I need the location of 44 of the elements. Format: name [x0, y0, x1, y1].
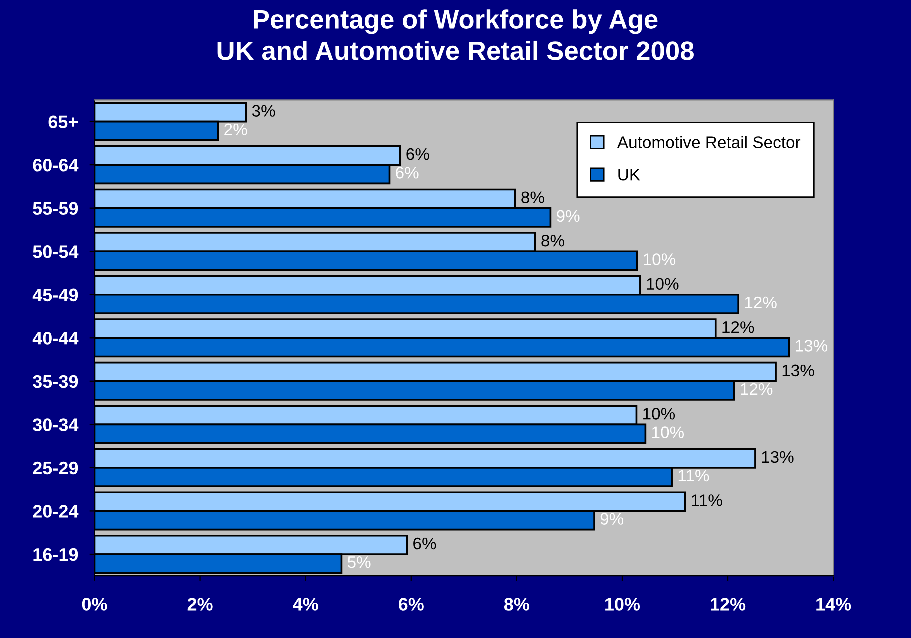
- y-tick-label: 25-29: [33, 462, 78, 475]
- y-tick-label: 30-34: [33, 418, 79, 432]
- data-label: 12%: [745, 296, 777, 309]
- x-tick-label: 2%: [188, 598, 213, 611]
- data-label: 6%: [414, 538, 436, 550]
- data-label: 11%: [692, 494, 722, 506]
- legend-label: Automotive Retail Sector: [617, 136, 801, 148]
- data-label: 8%: [522, 192, 544, 204]
- data-label: 13%: [782, 364, 814, 377]
- y-tick-label: 65+: [48, 116, 78, 129]
- y-tick-label: 40-44: [32, 332, 79, 345]
- y-tick-label: 55-59: [33, 202, 78, 216]
- y-tick-label: 20-24: [33, 505, 79, 518]
- legend-label: UK: [618, 169, 640, 181]
- y-tick-label: 60-64: [33, 159, 79, 172]
- y-tick-label: 45-49: [32, 288, 78, 302]
- x-tick-label: 8%: [504, 598, 530, 611]
- data-label: 9%: [557, 210, 580, 222]
- data-label: 6%: [396, 167, 419, 179]
- data-label: 6%: [406, 148, 430, 160]
- y-tick-label: 35-39: [33, 375, 78, 388]
- x-tick-label: 10%: [606, 598, 640, 611]
- data-label: 2%: [224, 124, 248, 136]
- data-label: 13%: [796, 340, 828, 352]
- x-tick-label: 6%: [398, 598, 424, 611]
- data-label: 9%: [600, 513, 624, 525]
- data-label: 10%: [644, 408, 676, 420]
- data-label: 12%: [722, 322, 754, 334]
- x-tick-label: 0%: [82, 598, 108, 611]
- chart-title: Percentage of Workforce by Age UK and Automotive Retail Sector 2008: [218, 10, 694, 60]
- data-label: 5%: [348, 556, 371, 568]
- data-label: 10%: [652, 426, 684, 438]
- y-tick-label: 16-19: [34, 548, 78, 562]
- data-label: 11%: [678, 470, 710, 482]
- y-tick-label: 50-54: [33, 246, 79, 258]
- x-tick-label: 14%: [816, 598, 852, 611]
- data-label: 10%: [647, 278, 679, 290]
- x-tick-label: 4%: [293, 598, 318, 611]
- data-label: 12%: [741, 383, 773, 396]
- x-tick-label: 12%: [711, 598, 746, 611]
- data-label: 3%: [252, 105, 276, 117]
- data-label: 8%: [542, 234, 564, 247]
- data-label: 13%: [762, 451, 794, 464]
- data-label: 10%: [644, 254, 676, 266]
